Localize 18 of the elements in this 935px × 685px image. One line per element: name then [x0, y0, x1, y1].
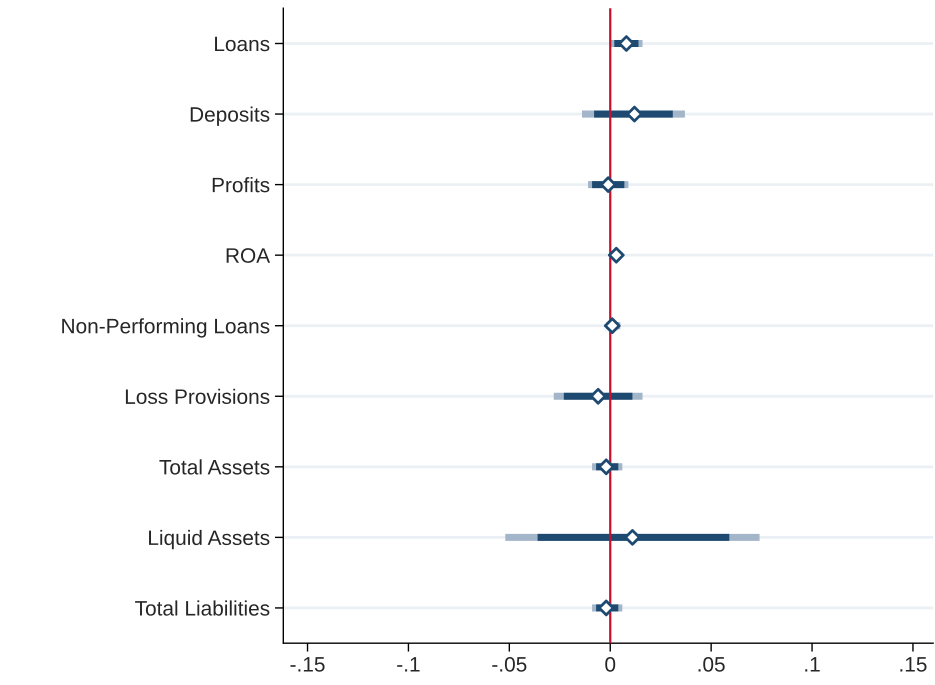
y-tick-label: Liquid Assets	[149, 530, 270, 550]
x-tick-label: -.15	[290, 657, 325, 672]
x-tick-label: -.05	[492, 656, 526, 672]
x-tick-label: -.1	[397, 657, 420, 672]
x-tick-label: .15	[900, 657, 927, 672]
y-tick-label: Loans	[215, 36, 270, 52]
y-tick-label: Total Liabilities	[135, 600, 270, 616]
x-tick-label: .1	[805, 657, 820, 672]
y-tick-label: Deposits	[190, 106, 270, 126]
y-tick-label: Loss Provisions	[126, 388, 270, 404]
point	[608, 246, 625, 264]
point	[604, 317, 621, 334]
y-tick-label: Non-Performing Loans	[62, 318, 270, 338]
x-tick-label: 0	[605, 656, 616, 672]
y-tick-label: ROA	[226, 248, 270, 263]
y-tick-label: Profits	[212, 177, 270, 192]
y-tick-label: Total Assets	[159, 459, 270, 475]
x-tick-label: .05	[698, 656, 725, 672]
